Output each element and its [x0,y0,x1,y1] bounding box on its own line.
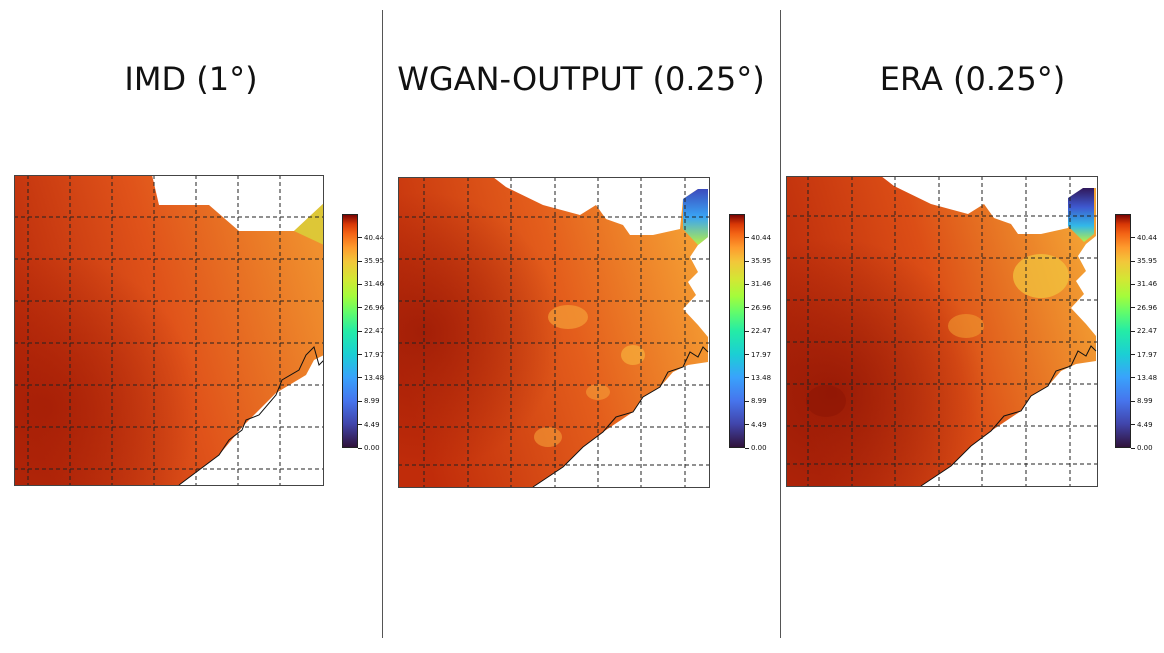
grid-lines [786,176,1098,486]
colorbar [342,214,358,448]
colorbar-tick [358,307,362,309]
colorbar-tick [358,283,362,285]
colorbar-tick-label: 0.00 [364,444,380,452]
warm-spot [586,384,610,400]
colorbar-tick-label: 8.99 [1137,397,1153,406]
coastline [920,345,1097,487]
colorbar-tick-label: 35.95 [364,257,385,266]
panel-title: IMD (1°) [124,60,258,98]
colorbar-tick [1131,424,1135,426]
colorbar-tick-label: 31.46 [751,280,772,289]
panel-title: ERA (0.25°) [879,60,1066,98]
colorbar-tick [745,400,749,402]
colorbar-tick [1131,377,1135,379]
warm-spot [548,305,588,329]
colorbar-tick-label: 17.97 [751,350,772,359]
mild-patch [948,314,984,338]
colorbar-tick [1131,354,1135,356]
grid-lines [398,177,710,487]
panel-wgan: WGAN-OUTPUT (0.25°) [383,0,779,653]
panel-imd: IMD (1°) 0.00 4 [0,0,385,653]
colorbar-tick-label: 8.99 [751,397,767,406]
colorbar-tick [1131,283,1135,285]
colorbar-tick [1131,237,1135,239]
colorbar-tick [358,377,362,379]
colorbar-tick [358,424,362,426]
coastline [532,346,709,488]
yellow-patch [294,203,324,245]
colorbar-tick-label: 0.00 [1137,444,1153,452]
colorbar [729,214,745,448]
colorbar-tick-label: 22.47 [751,327,772,336]
colorbar-tick-label: 22.47 [364,327,385,336]
cold-patch [1068,188,1094,242]
colorbar-tick [745,283,749,285]
colorbar-tick-label: 4.49 [751,420,767,429]
colorbar-tick-label: 35.95 [751,257,772,266]
mild-patch [1013,254,1069,298]
colorbar-tick-label: 26.96 [751,303,772,312]
colorbar-tick [1131,260,1135,262]
colorbar-tick-label: 8.99 [364,397,380,406]
warm-spot [534,427,562,447]
colorbar-tick [358,330,362,332]
divider [780,10,781,638]
colorbar-tick [745,237,749,239]
colorbar-tick-label: 26.96 [1137,303,1158,312]
map-imd [14,175,324,486]
colorbar-tick [358,237,362,239]
map-era [786,176,1098,487]
colorbar-tick-label: 26.96 [364,303,385,312]
colorbar-tick-label: 40.44 [751,233,772,242]
colorbar-tick-label: 22.47 [1137,327,1158,336]
colorbar-tick-label: 17.97 [1137,350,1158,359]
colorbar-tick [745,354,749,356]
colorbar-tick-label: 13.48 [364,373,385,382]
coastline [178,346,324,486]
colorbar-tick-label: 4.49 [364,420,380,429]
colorbar-tick-label: 13.48 [751,373,772,382]
colorbar-tick [745,424,749,426]
colorbar-tick [745,260,749,262]
colorbar-tick-label: 4.49 [1137,420,1153,429]
colorbar-tick [745,377,749,379]
colorbar-tick [358,447,362,449]
colorbar-tick-label: 0.00 [751,444,767,452]
divider [382,10,383,638]
colorbar-tick [745,307,749,309]
colorbar-tick [1131,330,1135,332]
colorbar-tick-label: 31.46 [364,280,385,289]
colorbar-tick [358,260,362,262]
colorbar-tick-label: 17.97 [364,350,385,359]
colorbar-tick [745,447,749,449]
colorbar-tick [1131,447,1135,449]
colorbar-tick [745,330,749,332]
panel-title: WGAN-OUTPUT (0.25°) [397,60,765,98]
colorbar-tick [358,400,362,402]
colorbar-tick [358,354,362,356]
warm-spot [621,345,645,365]
map-wgan [398,177,710,488]
colorbar [1115,214,1131,448]
colorbar-tick-label: 35.95 [1137,257,1158,266]
colorbar-tick-label: 31.46 [1137,280,1158,289]
colorbar-tick-label: 40.44 [364,233,385,242]
grid-lines [14,175,324,485]
colorbar-tick-label: 40.44 [1137,233,1158,242]
colorbar-tick [1131,307,1135,309]
panel-era: ERA (0.25°) [781,0,1164,653]
colorbar-tick-label: 13.48 [1137,373,1158,382]
colorbar-tick [1131,400,1135,402]
hot-spot [806,385,846,417]
